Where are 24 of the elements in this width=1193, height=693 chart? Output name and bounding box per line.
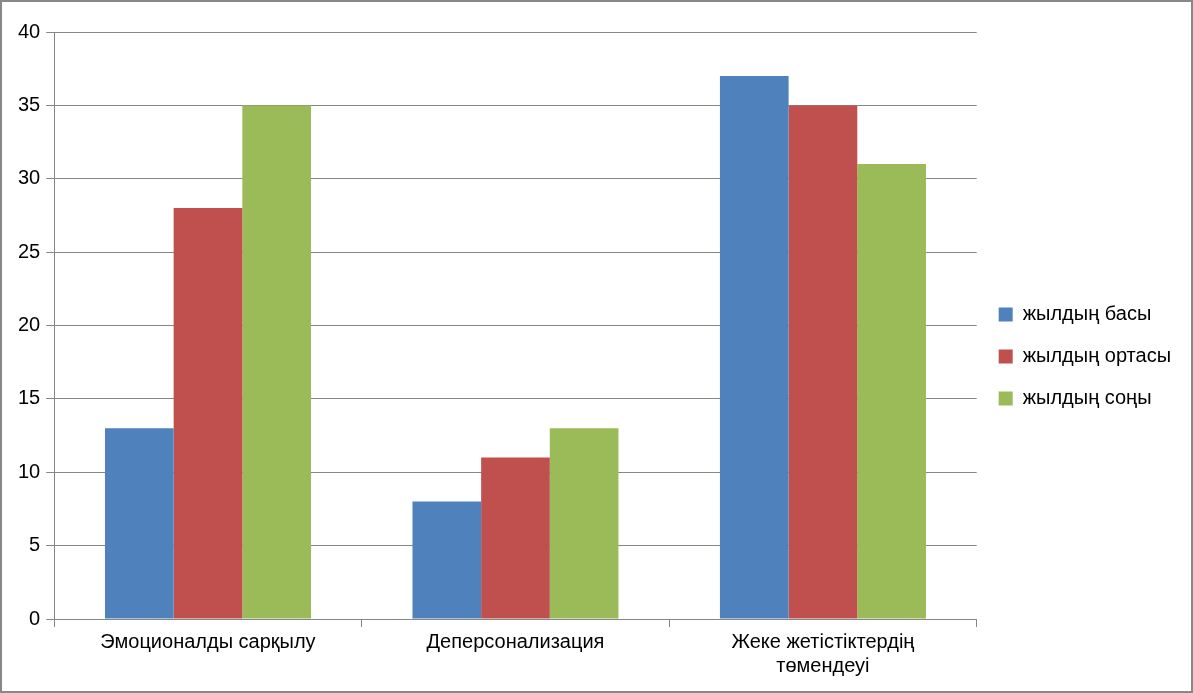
legend-label: жылдың басы xyxy=(1022,302,1152,325)
y-tick-label: 30 xyxy=(18,166,41,189)
bar xyxy=(242,105,311,619)
bar xyxy=(104,428,174,619)
bar xyxy=(788,105,858,619)
y-tick-label: 35 xyxy=(18,92,41,115)
y-tick-label: 25 xyxy=(18,239,41,262)
y-tick-label: 20 xyxy=(18,313,41,336)
bar xyxy=(173,208,243,619)
x-tick-label: Деперсонализация xyxy=(426,629,605,652)
x-tick-label: Эмоционалды сарқылу xyxy=(100,629,316,652)
y-tick-label: 0 xyxy=(29,606,41,629)
legend-label: жылдың ортасы xyxy=(1022,344,1171,367)
bar xyxy=(481,457,550,619)
legend-label: жылдың соңы xyxy=(1022,386,1152,409)
bar xyxy=(412,501,482,619)
bar xyxy=(549,428,619,619)
bar xyxy=(719,76,789,619)
x-tick-label: Жеке жетістіктердің төмендеуі xyxy=(731,629,915,676)
y-tick-label: 5 xyxy=(29,533,41,556)
bar xyxy=(857,164,926,619)
y-tick-label: 10 xyxy=(18,459,41,482)
y-tick-label: 15 xyxy=(18,386,41,409)
y-tick-label: 40 xyxy=(18,19,41,42)
